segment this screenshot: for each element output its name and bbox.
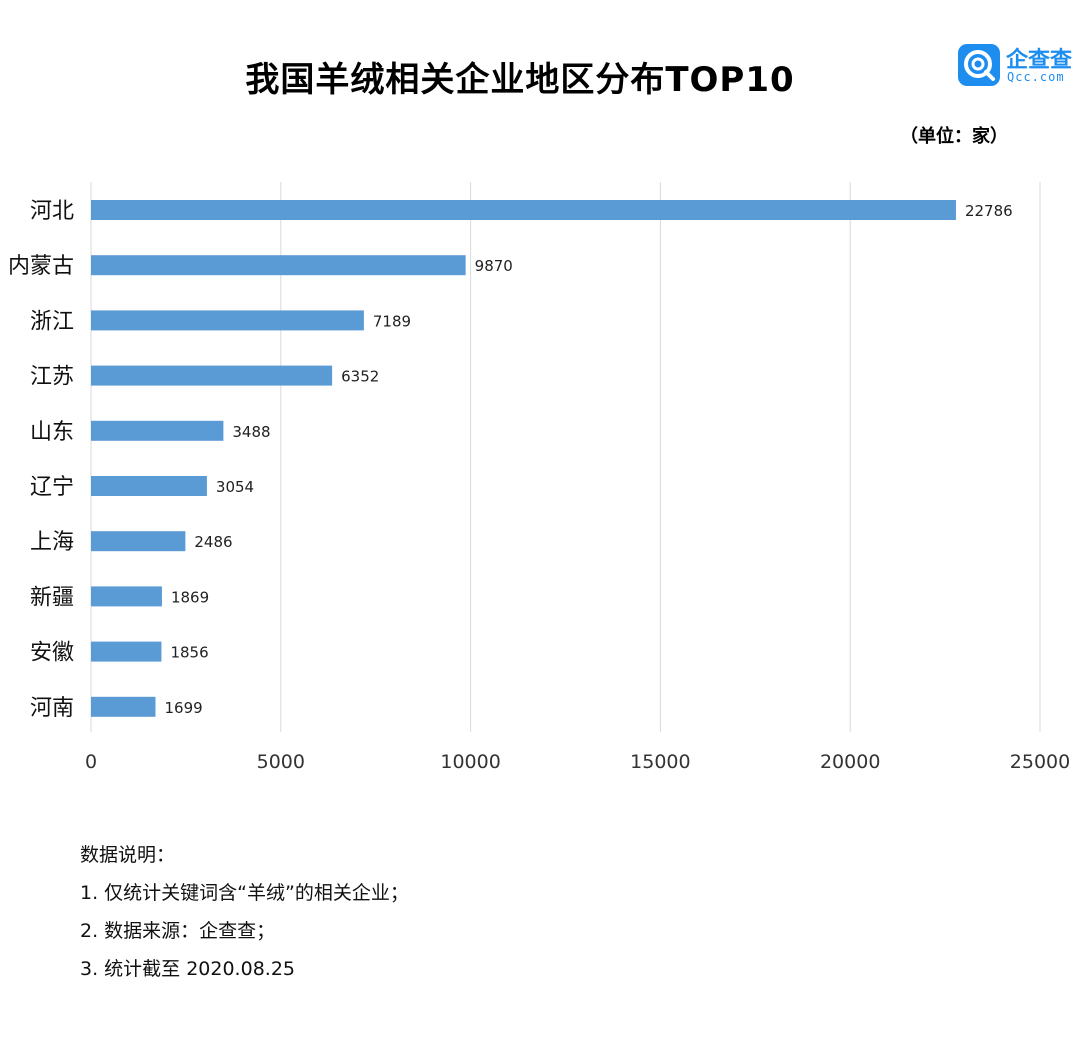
x-tick-label: 20000	[820, 751, 880, 773]
category-label: 上海	[30, 530, 74, 555]
chart-title: 我国羊绒相关企业地区分布TOP10	[245, 60, 795, 100]
qcc-logo: 企查查 Qcc.com	[958, 42, 1080, 90]
x-tick-label: 10000	[440, 751, 500, 773]
bar-chart: 0 5000 10000 15000 20000 25000 河北 22786 内蒙古 9870 浙…	[8, 182, 1070, 773]
data-label: 1856	[170, 644, 208, 662]
x-tick-label: 25000	[1010, 751, 1070, 773]
data-notes: 数据说明： 1. 仅统计关键词含“羊绒”的相关企业； 2. 数据来源：企查查； …	[80, 836, 409, 988]
category-label: 浙江	[30, 309, 74, 334]
bar	[91, 420, 224, 441]
data-label: 9870	[475, 257, 513, 275]
note-item-3: 3. 统计截至 2020.08.25	[80, 958, 295, 980]
data-label: 7189	[373, 312, 411, 330]
data-label: 6352	[341, 368, 379, 386]
bar	[91, 641, 162, 662]
notes-heading: 数据说明：	[80, 844, 176, 866]
unit-label: （单位：家）	[900, 126, 1008, 147]
note-item-2: 2. 数据来源：企查查；	[80, 920, 276, 942]
data-label: 1869	[171, 588, 209, 606]
category-label: 安徽	[30, 641, 74, 666]
category-label: 河北	[30, 199, 74, 224]
data-label: 1699	[164, 699, 202, 717]
bar	[91, 200, 956, 220]
data-label: 3054	[216, 478, 254, 496]
x-tick-label: 0	[85, 751, 97, 773]
note-item-1: 1. 仅统计关键词含“羊绒”的相关企业；	[80, 882, 409, 904]
bar	[91, 365, 333, 386]
category-label: 山东	[30, 420, 74, 445]
bar	[91, 531, 186, 552]
logo-name: 企查查	[1006, 48, 1073, 73]
category-label: 河南	[30, 696, 74, 721]
bar	[91, 255, 466, 276]
qcc-magnifier-icon	[958, 44, 1000, 86]
category-label: 江苏	[30, 365, 74, 390]
data-label: 22786	[965, 202, 1013, 220]
category-label: 辽宁	[30, 475, 74, 500]
bar	[91, 310, 364, 331]
x-tick-label: 5000	[257, 751, 305, 773]
bar	[91, 696, 156, 717]
data-label: 3488	[232, 423, 270, 441]
bar	[91, 586, 162, 607]
category-label: 内蒙古	[8, 254, 74, 279]
data-label: 2486	[194, 533, 232, 551]
x-tick-label: 15000	[630, 751, 690, 773]
bar	[91, 476, 207, 496]
category-label: 新疆	[30, 585, 74, 610]
logo-domain: Qcc.com	[1007, 70, 1065, 84]
